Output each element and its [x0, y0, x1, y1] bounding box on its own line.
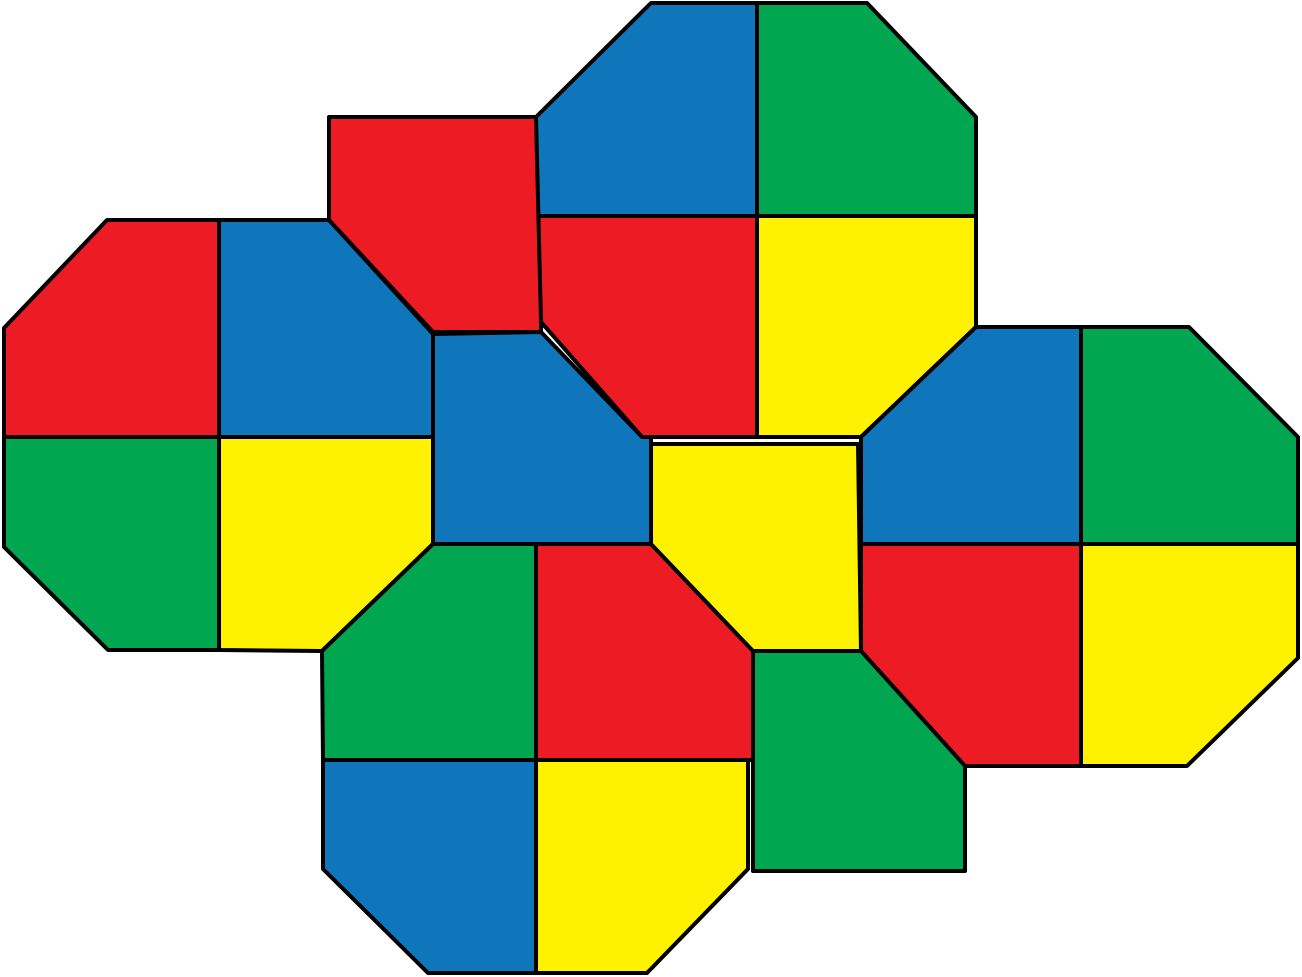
octagon-top-green-quadrant: [755, 1, 978, 218]
octagon-bottom-blue-quadrant: [321, 758, 538, 975]
octagon-bottom-yellow-quadrant: [534, 758, 750, 975]
octagon-right-yellow-quadrant: [1079, 542, 1300, 768]
connector-green-lower: [751, 649, 967, 873]
octagon-right-green-quadrant: [1079, 325, 1300, 546]
octagon-left-green-quadrant: [2, 435, 221, 652]
connector-blue-center: [431, 330, 653, 546]
